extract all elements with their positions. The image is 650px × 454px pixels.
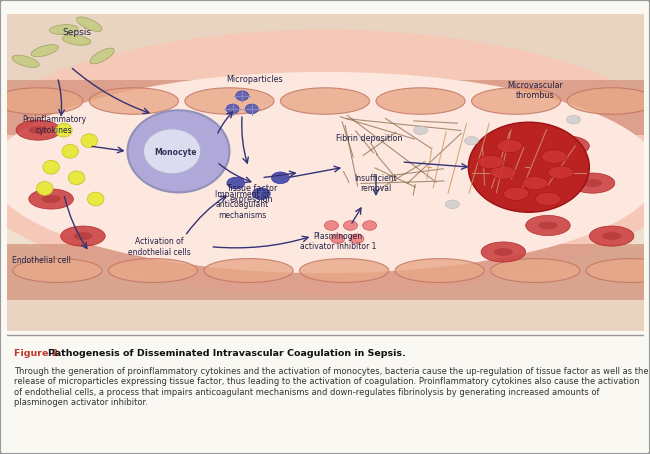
Ellipse shape (185, 88, 274, 114)
Ellipse shape (567, 88, 650, 114)
Ellipse shape (252, 188, 270, 200)
Ellipse shape (590, 226, 634, 246)
Text: Insufficient
removal: Insufficient removal (355, 174, 397, 193)
Ellipse shape (343, 221, 358, 230)
Ellipse shape (497, 139, 523, 153)
FancyBboxPatch shape (0, 247, 650, 347)
Ellipse shape (471, 88, 561, 114)
Text: Microvascular
thrombus: Microvascular thrombus (507, 81, 563, 100)
Ellipse shape (42, 195, 60, 203)
Ellipse shape (60, 226, 105, 246)
Text: Plasminogen
activator inhibitor 1: Plasminogen activator inhibitor 1 (300, 232, 376, 252)
Text: Endothelial cell: Endothelial cell (12, 256, 71, 265)
Circle shape (81, 134, 98, 148)
Text: Figure 2.: Figure 2. (14, 349, 62, 358)
Ellipse shape (465, 137, 478, 145)
Ellipse shape (545, 136, 590, 156)
Ellipse shape (127, 110, 229, 192)
Ellipse shape (541, 150, 567, 163)
Text: Microparticles: Microparticles (227, 75, 283, 84)
Ellipse shape (491, 166, 516, 179)
Ellipse shape (0, 88, 83, 114)
Ellipse shape (481, 242, 526, 262)
Ellipse shape (558, 142, 577, 150)
Text: Impairment of
anticoagulant
mechanisms: Impairment of anticoagulant mechanisms (215, 190, 269, 220)
Text: Through the generation of proinflammatory cytokines and the activation of monocy: Through the generation of proinflammator… (14, 367, 649, 407)
Ellipse shape (90, 48, 114, 64)
Ellipse shape (468, 122, 590, 212)
Circle shape (68, 171, 85, 185)
Ellipse shape (602, 232, 621, 240)
Ellipse shape (144, 129, 201, 174)
Ellipse shape (331, 234, 345, 243)
Ellipse shape (395, 259, 484, 282)
Ellipse shape (494, 248, 513, 256)
Ellipse shape (246, 104, 258, 114)
Ellipse shape (570, 173, 615, 193)
Text: Pathogenesis of Disseminated Intravascular Coagulation in Sepsis.: Pathogenesis of Disseminated Intravascul… (48, 349, 406, 358)
Ellipse shape (204, 259, 293, 282)
Text: Sepsis: Sepsis (62, 28, 91, 37)
Ellipse shape (583, 179, 602, 187)
Ellipse shape (226, 104, 239, 114)
Ellipse shape (89, 88, 179, 114)
FancyBboxPatch shape (0, 0, 650, 347)
Text: Proinflammatory
cytokines: Proinflammatory cytokines (22, 115, 86, 135)
Ellipse shape (236, 91, 248, 100)
Ellipse shape (376, 88, 465, 114)
Ellipse shape (324, 221, 339, 230)
Ellipse shape (227, 178, 245, 189)
Ellipse shape (478, 155, 503, 168)
Ellipse shape (526, 215, 570, 236)
Ellipse shape (491, 259, 580, 282)
Ellipse shape (29, 126, 48, 134)
Ellipse shape (350, 234, 364, 243)
Ellipse shape (445, 200, 460, 208)
Ellipse shape (62, 35, 91, 45)
FancyBboxPatch shape (0, 80, 650, 135)
Circle shape (43, 160, 59, 174)
Ellipse shape (548, 166, 573, 179)
Ellipse shape (0, 72, 650, 273)
Ellipse shape (535, 192, 561, 206)
Text: Activation of
endothelial cells: Activation of endothelial cells (128, 237, 190, 257)
Text: Fibrin deposition: Fibrin deposition (337, 134, 403, 143)
Circle shape (87, 192, 104, 206)
Ellipse shape (566, 115, 580, 124)
Ellipse shape (109, 259, 198, 282)
Ellipse shape (538, 222, 558, 229)
Ellipse shape (12, 55, 39, 67)
Ellipse shape (29, 189, 73, 209)
Ellipse shape (0, 30, 650, 294)
FancyBboxPatch shape (0, 0, 650, 125)
Ellipse shape (272, 172, 289, 183)
Ellipse shape (31, 44, 58, 57)
Text: Tissue factor
expression: Tissue factor expression (226, 184, 278, 204)
Ellipse shape (523, 177, 548, 190)
Ellipse shape (503, 187, 529, 200)
Ellipse shape (77, 17, 102, 31)
Circle shape (55, 123, 72, 137)
Ellipse shape (413, 126, 428, 134)
Ellipse shape (363, 221, 376, 230)
Ellipse shape (300, 259, 389, 282)
Ellipse shape (586, 259, 650, 282)
Ellipse shape (13, 259, 102, 282)
Ellipse shape (16, 120, 60, 140)
Ellipse shape (280, 88, 370, 114)
Circle shape (36, 182, 53, 195)
Ellipse shape (49, 25, 78, 35)
FancyBboxPatch shape (0, 244, 650, 300)
Text: Monocyte: Monocyte (154, 148, 196, 157)
Ellipse shape (73, 232, 92, 240)
Circle shape (62, 144, 79, 158)
